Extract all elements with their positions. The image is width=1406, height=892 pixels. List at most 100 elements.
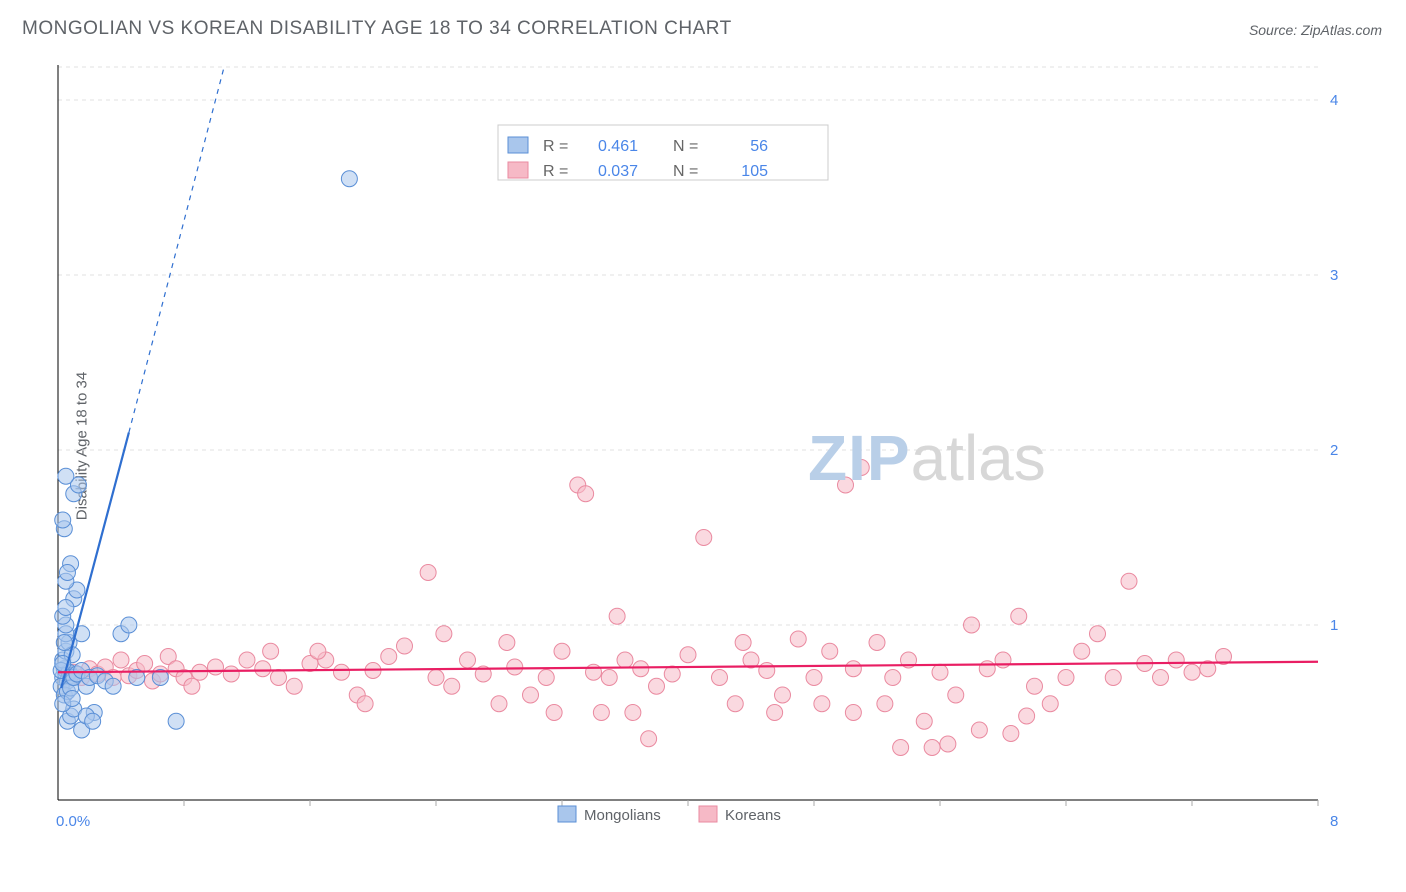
scatter-point bbox=[271, 670, 287, 686]
scatter-point bbox=[239, 652, 255, 668]
scatter-point bbox=[208, 659, 224, 675]
scatter-point bbox=[995, 652, 1011, 668]
scatter-point bbox=[869, 635, 885, 651]
scatter-point bbox=[971, 722, 987, 738]
scatter-point bbox=[845, 705, 861, 721]
scatter-point bbox=[523, 687, 539, 703]
scatter-point bbox=[121, 617, 137, 633]
svg-text:10.0%: 10.0% bbox=[1330, 617, 1338, 634]
scatter-point bbox=[932, 664, 948, 680]
scatter-point bbox=[64, 691, 80, 707]
scatter-point bbox=[822, 643, 838, 659]
axis-tick-labels: 10.0%20.0%30.0%40.0%0.0%80.0% bbox=[56, 92, 1338, 830]
scatter-point bbox=[397, 638, 413, 654]
scatter-point bbox=[1184, 664, 1200, 680]
scatter-point bbox=[113, 652, 129, 668]
scatter-point bbox=[790, 631, 806, 647]
scatter-point bbox=[341, 171, 357, 187]
scatter-point bbox=[853, 460, 869, 476]
scatter-point bbox=[1011, 608, 1027, 624]
scatter-point bbox=[554, 643, 570, 659]
legend-r-value: 0.461 bbox=[598, 138, 638, 155]
scatter-point bbox=[1105, 670, 1121, 686]
scatter-point bbox=[310, 643, 326, 659]
scatter-point bbox=[1153, 670, 1169, 686]
legend-swatch bbox=[699, 806, 717, 822]
scatter-point bbox=[885, 670, 901, 686]
scatter-point bbox=[601, 670, 617, 686]
scatter-point bbox=[192, 664, 208, 680]
svg-text:0.0%: 0.0% bbox=[56, 813, 90, 830]
scatter-point bbox=[1121, 573, 1137, 589]
scatter-point bbox=[1003, 726, 1019, 742]
legend-series-label: Koreans bbox=[725, 807, 781, 824]
scatter-point bbox=[55, 512, 71, 528]
scatter-point bbox=[1019, 708, 1035, 724]
scatter-chart: ZIPatlas R =0.461N =56R =0.037N =105 Mon… bbox=[48, 60, 1338, 830]
scatter-point bbox=[727, 696, 743, 712]
scatter-point bbox=[56, 635, 72, 651]
scatter-point bbox=[814, 696, 830, 712]
legend-r-label: R = bbox=[543, 163, 568, 180]
source-name: ZipAtlas.com bbox=[1301, 22, 1382, 38]
scatter-point bbox=[428, 670, 444, 686]
series-legend: Mongolians Koreans bbox=[558, 806, 781, 824]
scatter-point bbox=[1058, 670, 1074, 686]
scatter-point bbox=[940, 736, 956, 752]
scatter-point bbox=[680, 647, 696, 663]
scatter-point bbox=[105, 678, 121, 694]
legend-n-label: N = bbox=[673, 138, 698, 155]
scatter-point bbox=[85, 713, 101, 729]
scatter-point bbox=[641, 731, 657, 747]
scatter-point bbox=[806, 670, 822, 686]
scatter-point bbox=[633, 661, 649, 677]
scatter-point bbox=[58, 468, 74, 484]
scatter-point bbox=[924, 740, 940, 756]
legend-r-value: 0.037 bbox=[598, 163, 638, 180]
scatter-point bbox=[255, 661, 271, 677]
scatter-point bbox=[286, 678, 302, 694]
legend-swatch bbox=[508, 137, 528, 153]
scatter-point bbox=[499, 635, 515, 651]
scatter-point bbox=[538, 670, 554, 686]
svg-text:30.0%: 30.0% bbox=[1330, 267, 1338, 284]
scatter-point bbox=[420, 565, 436, 581]
scatter-point bbox=[168, 713, 184, 729]
svg-text:20.0%: 20.0% bbox=[1330, 442, 1338, 459]
scatter-series-koreans bbox=[66, 460, 1232, 756]
scatter-point bbox=[381, 649, 397, 665]
trend-line-extension bbox=[129, 65, 225, 433]
scatter-point bbox=[1042, 696, 1058, 712]
scatter-point bbox=[664, 666, 680, 682]
scatter-point bbox=[649, 678, 665, 694]
scatter-point bbox=[767, 705, 783, 721]
scatter-point bbox=[223, 666, 239, 682]
scatter-point bbox=[1168, 652, 1184, 668]
scatter-point bbox=[578, 486, 594, 502]
svg-text:80.0%: 80.0% bbox=[1330, 813, 1338, 830]
scatter-point bbox=[948, 687, 964, 703]
legend-n-value: 105 bbox=[741, 163, 768, 180]
scatter-point bbox=[357, 696, 373, 712]
legend-r-label: R = bbox=[543, 138, 568, 155]
scatter-point bbox=[1090, 626, 1106, 642]
scatter-point bbox=[759, 663, 775, 679]
scatter-point bbox=[58, 600, 74, 616]
scatter-point bbox=[59, 565, 75, 581]
legend-series-label: Mongolians bbox=[584, 807, 661, 824]
scatter-point bbox=[444, 678, 460, 694]
scatter-point bbox=[893, 740, 909, 756]
scatter-point bbox=[916, 713, 932, 729]
scatter-point bbox=[546, 705, 562, 721]
scatter-point bbox=[460, 652, 476, 668]
scatter-point bbox=[712, 670, 728, 686]
watermark-zip: ZIP bbox=[808, 422, 911, 494]
legend-n-value: 56 bbox=[750, 138, 768, 155]
scatter-point bbox=[775, 687, 791, 703]
watermark-atlas: atlas bbox=[911, 422, 1046, 494]
scatter-point bbox=[1074, 643, 1090, 659]
source-label: Source: bbox=[1249, 22, 1297, 38]
scatter-point bbox=[979, 661, 995, 677]
scatter-point bbox=[617, 652, 633, 668]
scatter-point bbox=[609, 608, 625, 624]
